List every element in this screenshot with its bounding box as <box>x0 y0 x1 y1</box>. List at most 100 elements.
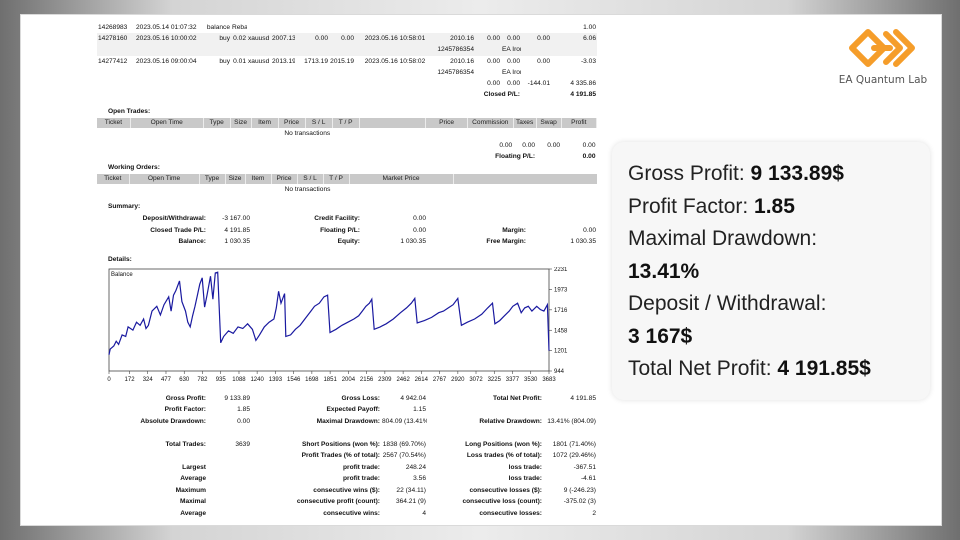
stats-cell: profit trade: <box>343 475 380 483</box>
highlight-line: 3 167$ <box>628 321 920 354</box>
history-cell: 4 335.86 <box>570 80 596 88</box>
history-cell <box>247 44 271 56</box>
summary-cell: Margin: <box>502 226 526 234</box>
stats-row: Profit Factor: 1.85 Expected Payoff: 1.15 <box>97 404 597 416</box>
stats-cell: 4 942.04 <box>400 394 426 402</box>
working-orders-header: Ticket <box>97 173 130 184</box>
chart-y-tick-label: 1716 <box>554 307 568 313</box>
highlight-line: Maximal Drawdown: <box>628 223 920 256</box>
stats-cell <box>251 427 381 439</box>
history-cell <box>247 67 271 78</box>
history-cell: 0.00 <box>329 33 355 45</box>
history-row: 14277412 2023.05.16 09:00:04 buy 0.01 xauusd… <box>97 56 597 67</box>
highlight-label: Deposit / Withdrawal: <box>628 292 827 315</box>
chart-x-tick-label: 2309 <box>378 377 392 383</box>
history-cell <box>97 67 135 78</box>
history-cell: 0.00 <box>475 33 501 45</box>
history-cell <box>97 78 135 89</box>
stats-cell: 3639 <box>235 440 250 448</box>
stats-cell: 364.21 (9) <box>395 498 426 506</box>
stats-cell: Gross Loss: <box>341 394 380 402</box>
history-cell <box>247 22 271 33</box>
history-cell <box>521 67 551 78</box>
open-trades-header: Open Time <box>130 118 204 129</box>
history-cell: 0.00 <box>537 57 550 65</box>
chart-y-tick-label: 1201 <box>554 348 568 354</box>
highlight-line: Deposit / Withdrawal: <box>628 288 920 321</box>
history-cell: 2015.19 <box>330 57 354 65</box>
stats-cell: Long Positions (won %): <box>465 440 542 448</box>
summary-cell: Equity: <box>337 238 360 246</box>
stats-row: Largest profit trade: 248.24 loss trade: -36… <box>97 462 597 474</box>
working-no-transactions: No transactions <box>284 185 331 193</box>
history-cell: 2023.05.16 10:58:01 <box>355 33 435 45</box>
stats-cell: 2567 (70.54%) <box>382 452 426 460</box>
highlight-label: Total Net Profit: <box>628 357 778 380</box>
open-trades-header: Price <box>278 118 306 129</box>
working-orders-header: Market Price <box>349 173 454 184</box>
working-orders-header: Type <box>199 173 226 184</box>
stats-row: Absolute Drawdown: 0.00 Maximal Drawdown: 8… <box>97 416 597 428</box>
stats-row: Average consecutive wins: 4 consecutive los… <box>97 508 597 518</box>
stats-cell: 0.00 <box>237 417 250 425</box>
history-cell: xauusd <box>247 33 271 45</box>
stats-cell: 2 <box>592 509 596 517</box>
summary-cell <box>427 213 527 225</box>
stats-cell <box>207 508 251 518</box>
closed-pl-label: Closed P/L: <box>483 91 520 99</box>
history-cell: buy <box>205 33 231 45</box>
history-cell <box>295 67 329 78</box>
stats-cell <box>207 496 251 508</box>
summary-cell: Floating P/L: <box>320 226 360 234</box>
stats-cell: consecutive profit (count): <box>296 498 380 506</box>
chart-y-tick-label: 944 <box>554 369 565 375</box>
history-cell: -3.03 <box>580 57 596 65</box>
open-trades-title: Open Trades: <box>108 108 151 116</box>
history-cell: balance <box>206 24 230 32</box>
stats-cell: 9 (-246.23) <box>563 486 596 494</box>
highlight-label: Maximal Drawdown: <box>628 227 818 250</box>
summary-cell: Credit Facility: <box>314 215 360 223</box>
open-total-taxes: 0.00 <box>522 141 536 149</box>
working-orders-header: Size <box>225 173 246 184</box>
stats-cell: consecutive wins ($): <box>313 486 380 494</box>
chart-x-tick-label: 172 <box>125 377 136 383</box>
chart-title: Balance <box>111 272 133 278</box>
history-cell <box>521 22 551 33</box>
chart-x-tick-label: 630 <box>179 377 190 383</box>
summary-cell: 0.00 <box>413 215 426 223</box>
history-cell: 2010.16 <box>435 33 475 45</box>
stats-cell: Maximal Drawdown: <box>316 417 380 425</box>
history-cell: 0.02 <box>231 33 247 45</box>
chart-x-tick-label: 2462 <box>396 377 410 383</box>
history-row: 0.00 0.00 -144.01 4 335.86 <box>97 78 597 89</box>
stats-cell: loss trade: <box>508 475 542 483</box>
chart-x-tick-label: 3072 <box>469 377 483 383</box>
summary-cell: 1 030.35 <box>224 238 250 246</box>
stats-cell: Profit Factor: <box>164 406 206 414</box>
history-cell <box>475 67 501 78</box>
working-orders-header <box>453 173 597 184</box>
stats-cell: 4 191.85 <box>570 394 596 402</box>
stats-cell: Loss trades (% of total): <box>466 452 542 460</box>
history-cell <box>271 78 295 89</box>
stats-cell: 1801 (71.40%) <box>552 440 596 448</box>
summary-row: Closed Trade P/L: 4 191.85 Floating P/L: 0.… <box>97 225 597 237</box>
open-total-swap: 0.00 <box>547 141 561 149</box>
details-title: Details: <box>108 255 132 263</box>
summary-cell: 1 030.35 <box>400 238 426 246</box>
history-cell <box>475 22 501 33</box>
summary-cell <box>527 213 597 225</box>
chart-x-tick-label: 2614 <box>415 377 429 383</box>
chart-x-tick-label: 2004 <box>342 377 356 383</box>
open-trades-header <box>359 118 427 129</box>
stats-cell: Total Net Profit: <box>493 394 542 402</box>
history-cell: EA Iron Man <box>502 68 521 76</box>
open-trades-header: Taxes <box>513 118 537 129</box>
history-cell <box>475 44 501 56</box>
stats-cell: Absolute Drawdown: <box>140 417 206 425</box>
stats-cell: consecutive wins: <box>323 509 380 517</box>
open-trades-header: Price <box>425 118 468 129</box>
history-cell: 0.00 <box>487 80 500 88</box>
